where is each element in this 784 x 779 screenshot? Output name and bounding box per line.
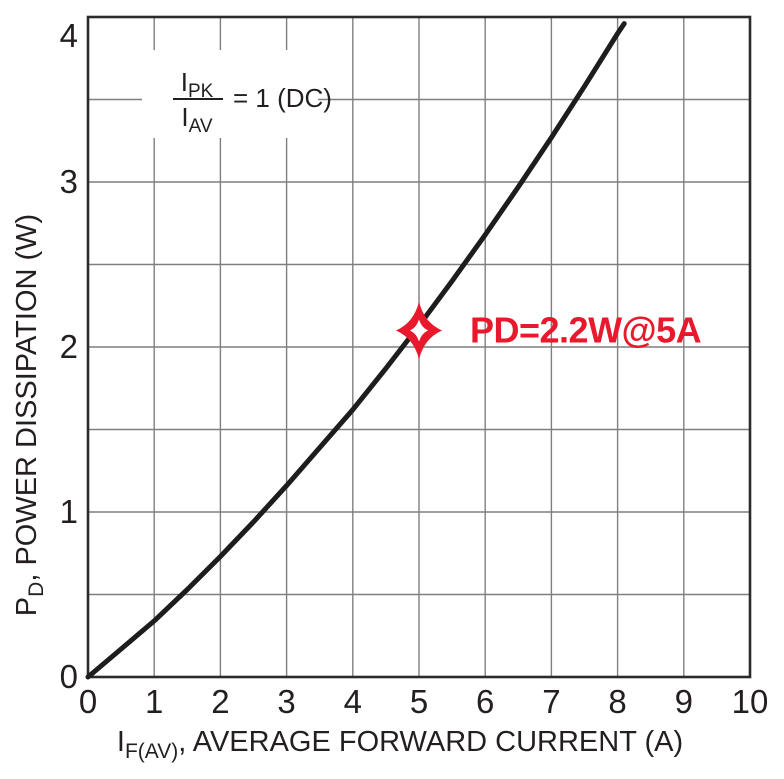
y-tick-label: 0 bbox=[60, 658, 78, 695]
x-tick-label: 2 bbox=[211, 683, 229, 720]
x-tick-label: 7 bbox=[542, 683, 560, 720]
y-tick-label: 2 bbox=[60, 328, 78, 365]
x-tick-label: 9 bbox=[675, 683, 693, 720]
y-axis-title: PD, POWER DISSIPATION (W) bbox=[11, 214, 48, 616]
star-inner-shape bbox=[410, 319, 428, 342]
plot-frame bbox=[86, 15, 752, 679]
x-tick-label: 1 bbox=[145, 683, 163, 720]
y-tick-label: 1 bbox=[60, 493, 78, 530]
annotation-denominator: IAV bbox=[181, 102, 212, 137]
x-tick-label: 3 bbox=[277, 683, 295, 720]
x-tick-label: 10 bbox=[732, 683, 769, 720]
pd-vs-if-curve bbox=[85, 21, 627, 680]
y-tick-label: 3 bbox=[60, 163, 78, 200]
operating-point-star-icon bbox=[396, 301, 442, 360]
x-tick-label: 5 bbox=[410, 683, 428, 720]
annotation-background bbox=[142, 50, 318, 138]
x-tick-label: 8 bbox=[608, 683, 626, 720]
y-axis-tick-labels: 0 1 2 3 4 bbox=[60, 17, 78, 695]
x-tick-label: 6 bbox=[476, 683, 494, 720]
y-tick-label: 4 bbox=[60, 17, 78, 54]
x-axis-tick-labels: 0 1 2 3 4 5 6 7 8 9 10 bbox=[79, 683, 769, 720]
operating-point-label: PD=2.2W@5A bbox=[470, 310, 702, 351]
x-tick-label: 0 bbox=[79, 683, 97, 720]
annotation-rhs: = 1 (DC) bbox=[233, 83, 332, 113]
x-tick-label: 4 bbox=[344, 683, 362, 720]
x-axis-title: IF(AV), AVERAGE FORWARD CURRENT (A) bbox=[117, 726, 683, 763]
annotation-numerator: IPK bbox=[181, 67, 214, 102]
